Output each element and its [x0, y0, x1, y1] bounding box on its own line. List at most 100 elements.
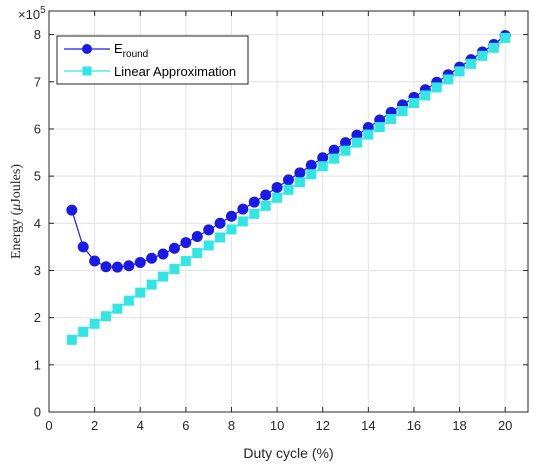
y-axis-label-mu: μ	[9, 204, 24, 212]
legend-entry-eround: Eround	[64, 41, 148, 60]
data-point	[294, 167, 306, 179]
data-point	[226, 224, 237, 235]
y-axis-label-unit: Joules)	[9, 164, 24, 204]
legend-marker-linear	[82, 66, 92, 76]
data-point	[249, 208, 260, 219]
data-point	[123, 295, 134, 306]
y-tick-label: 0	[34, 405, 41, 420]
x-tick-label: 6	[182, 418, 189, 433]
plot-area-frame	[48, 10, 529, 413]
legend-label-linear: Linear Approximation	[114, 64, 236, 79]
data-point	[454, 66, 465, 77]
data-point	[283, 184, 294, 195]
data-point	[77, 241, 89, 253]
legend-label-eround-main: E	[114, 41, 123, 56]
multiplier-base: ×10	[18, 7, 40, 22]
data-point	[237, 216, 248, 227]
data-point	[317, 161, 328, 172]
y-tick-label: 4	[34, 216, 41, 231]
data-point	[431, 82, 442, 93]
data-point	[203, 224, 215, 236]
data-point	[306, 169, 317, 180]
x-tick-label: 12	[315, 418, 329, 433]
x-tick-label: 14	[361, 418, 375, 433]
x-tick-label: 4	[137, 418, 144, 433]
y-axis-label-main: Energy (	[9, 210, 24, 259]
data-point	[477, 50, 488, 61]
y-tick-label: 2	[34, 310, 41, 325]
x-tick-label: 16	[407, 418, 421, 433]
data-point	[89, 318, 100, 329]
data-point	[191, 231, 203, 243]
x-tick-label: 2	[91, 418, 98, 433]
x-tick-label: 0	[45, 418, 52, 433]
data-point	[271, 181, 283, 193]
data-point	[386, 114, 397, 125]
data-point	[260, 189, 272, 201]
x-tick-label: 8	[228, 418, 235, 433]
multiplier-exponent: 5	[40, 5, 46, 16]
data-point	[215, 232, 226, 243]
data-point	[112, 303, 123, 314]
series-layer	[66, 30, 511, 345]
y-tick-label: 5	[34, 169, 41, 184]
legend-entry-linear: Linear Approximation	[64, 64, 236, 79]
data-point	[374, 122, 385, 133]
data-point	[203, 240, 214, 251]
data-point	[192, 248, 203, 259]
data-point	[101, 311, 112, 322]
data-point	[488, 42, 499, 53]
legend-marker-eround	[82, 44, 92, 54]
legend: Eround Linear Approximation	[56, 35, 249, 85]
y-tick-label: 8	[34, 27, 41, 42]
data-point	[351, 137, 362, 148]
data-point	[260, 200, 271, 211]
data-point	[225, 210, 237, 222]
legend-box	[56, 35, 249, 85]
legend-label-eround-sub: round	[123, 49, 149, 60]
data-point	[180, 237, 192, 249]
x-tick-label: 20	[498, 418, 512, 433]
data-point	[146, 252, 158, 264]
data-point	[123, 260, 135, 272]
data-point	[100, 261, 112, 273]
x-tick-label: 18	[452, 418, 466, 433]
y-axis-multiplier: ×105	[18, 5, 46, 22]
data-point	[66, 334, 77, 345]
x-tick-label: 10	[270, 418, 284, 433]
data-point	[329, 153, 340, 164]
y-tick-label: 6	[34, 121, 41, 136]
data-point	[169, 264, 180, 275]
data-point	[180, 256, 191, 267]
data-point	[158, 271, 169, 282]
y-axis-label: Energy (μJoules)	[9, 164, 24, 259]
data-point	[305, 159, 317, 171]
x-axis-ticks: 0 2 4 6 8 10 12 14 16 18 20	[45, 11, 512, 433]
data-point	[443, 74, 454, 85]
data-point	[294, 177, 305, 188]
data-point	[135, 287, 146, 298]
data-point	[248, 196, 260, 208]
data-point	[397, 106, 408, 117]
data-point	[340, 145, 351, 156]
data-point	[214, 217, 226, 229]
data-point	[283, 174, 294, 186]
data-point	[363, 129, 374, 140]
y-axis-ticks: 0 1 2 3 4 5 6 7 8	[34, 27, 528, 420]
y-tick-label: 7	[34, 74, 41, 89]
x-axis-label: Duty cycle (%)	[243, 445, 333, 461]
y-tick-label: 1	[34, 357, 41, 372]
data-point	[157, 248, 169, 260]
data-point	[465, 58, 476, 69]
data-point	[500, 32, 511, 43]
data-point	[237, 203, 249, 215]
data-point	[134, 256, 146, 268]
data-point	[408, 97, 419, 108]
data-point	[146, 279, 157, 290]
data-point	[66, 204, 78, 216]
y-tick-label: 3	[34, 263, 41, 278]
data-point	[272, 192, 283, 203]
data-point	[168, 242, 180, 254]
data-point	[89, 255, 101, 267]
